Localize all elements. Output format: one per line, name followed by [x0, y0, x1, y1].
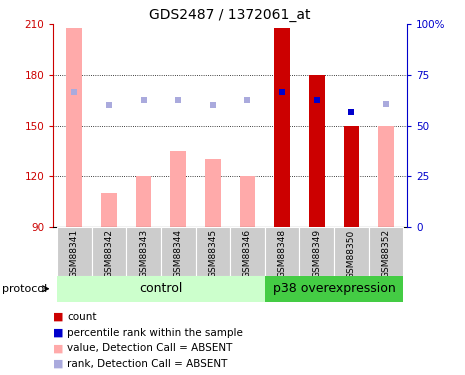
- Text: count: count: [67, 312, 97, 322]
- Text: percentile rank within the sample: percentile rank within the sample: [67, 328, 243, 338]
- Bar: [57, 227, 92, 276]
- Bar: [195, 227, 230, 276]
- Text: value, Detection Call = ABSENT: value, Detection Call = ABSENT: [67, 344, 233, 353]
- Bar: [379, 126, 394, 227]
- Bar: [344, 126, 359, 227]
- Bar: [369, 227, 404, 276]
- Bar: [126, 227, 161, 276]
- Text: ■: ■: [53, 312, 64, 322]
- Bar: [309, 75, 325, 227]
- Title: GDS2487 / 1372061_at: GDS2487 / 1372061_at: [149, 8, 311, 22]
- Bar: [205, 159, 221, 227]
- Bar: [170, 151, 186, 227]
- Bar: [92, 227, 126, 276]
- Text: GSM88352: GSM88352: [382, 229, 391, 278]
- Text: GSM88345: GSM88345: [208, 229, 217, 278]
- Text: GSM88348: GSM88348: [278, 229, 286, 278]
- Text: rank, Detection Call = ABSENT: rank, Detection Call = ABSENT: [67, 359, 228, 369]
- Bar: [334, 227, 369, 276]
- Text: GSM88349: GSM88349: [312, 229, 321, 278]
- Text: GSM88350: GSM88350: [347, 229, 356, 279]
- Bar: [299, 227, 334, 276]
- Bar: [265, 276, 404, 302]
- Bar: [66, 28, 82, 227]
- Bar: [274, 28, 290, 227]
- Bar: [265, 227, 299, 276]
- Bar: [136, 176, 151, 227]
- Bar: [101, 193, 117, 227]
- Bar: [230, 227, 265, 276]
- Text: GSM88341: GSM88341: [70, 229, 79, 278]
- Text: ■: ■: [53, 328, 64, 338]
- Text: GSM88346: GSM88346: [243, 229, 252, 278]
- Text: control: control: [139, 282, 183, 295]
- Text: GSM88343: GSM88343: [139, 229, 148, 278]
- Bar: [344, 126, 359, 227]
- Text: ■: ■: [53, 359, 64, 369]
- Bar: [161, 227, 195, 276]
- Bar: [57, 276, 265, 302]
- Bar: [274, 28, 290, 227]
- Text: ■: ■: [53, 344, 64, 353]
- Text: GSM88344: GSM88344: [174, 229, 183, 278]
- Text: GSM88342: GSM88342: [105, 229, 113, 278]
- Bar: [309, 75, 325, 227]
- Text: protocol: protocol: [2, 284, 47, 294]
- Text: p38 overexpression: p38 overexpression: [273, 282, 396, 295]
- Bar: [239, 176, 255, 227]
